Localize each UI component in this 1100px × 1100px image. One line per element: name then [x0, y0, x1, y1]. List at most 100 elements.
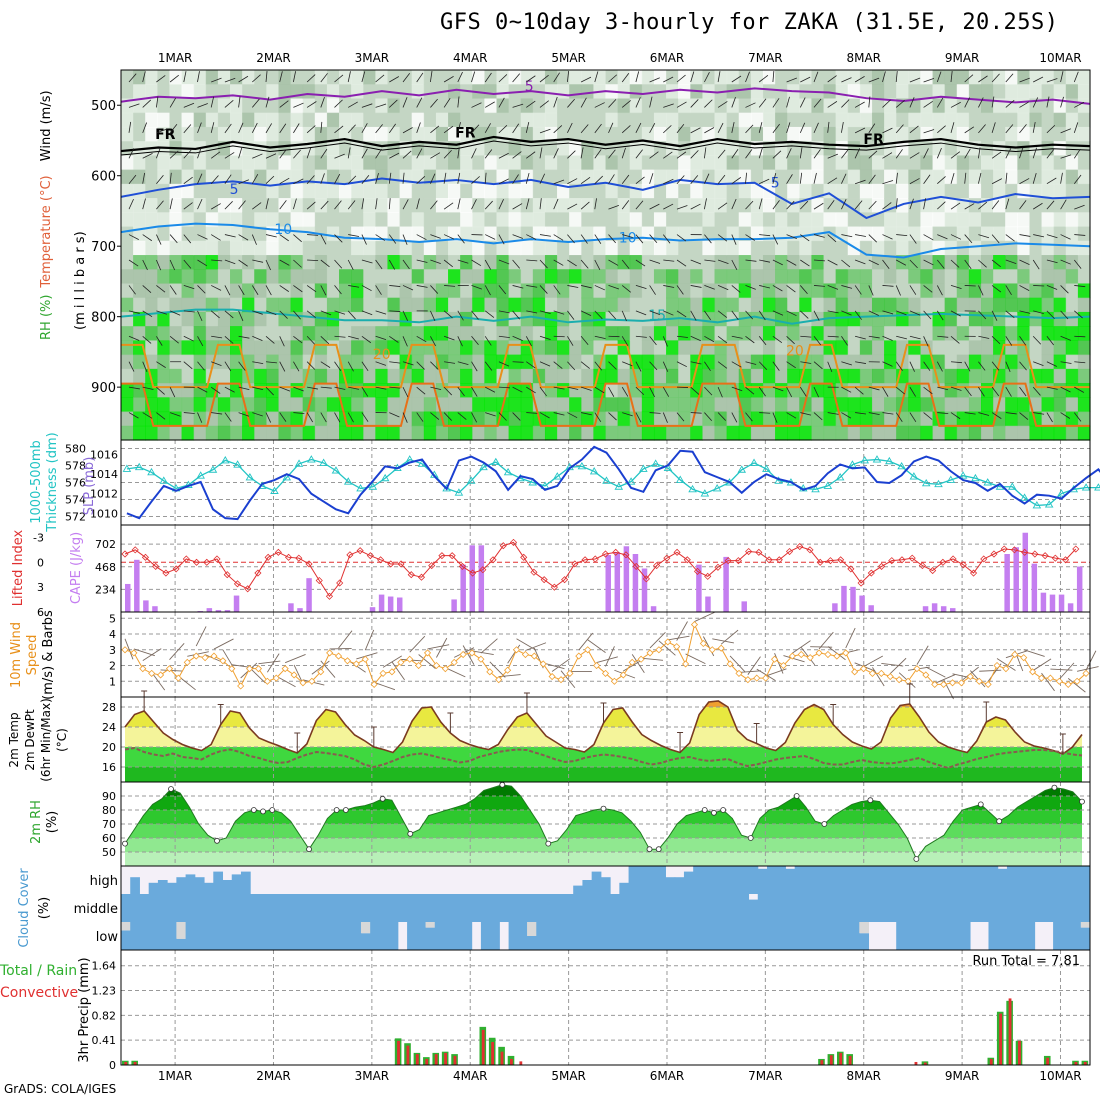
- rh-cell: [448, 112, 461, 128]
- rh-cell: [641, 70, 655, 85]
- wind-barb: [211, 77, 222, 83]
- rh-cell: [557, 283, 570, 299]
- rh-cell: [520, 269, 534, 285]
- rh-cell: [993, 212, 1006, 228]
- rh-cell: [787, 126, 800, 142]
- rh-cell: [205, 255, 219, 270]
- rh-cell: [121, 126, 134, 142]
- rh-cell: [944, 311, 958, 327]
- wind-barb: [704, 361, 711, 372]
- wind-barb: [1060, 412, 1071, 419]
- rh-cell: [133, 155, 146, 171]
- rh-cell: [544, 212, 558, 228]
- wind-barb: [142, 648, 162, 662]
- rh-cell: [326, 425, 340, 441]
- rh-cell: [678, 368, 691, 384]
- rh-cell: [460, 297, 473, 313]
- rh-cell: [714, 183, 728, 199]
- rh-cell: [666, 397, 679, 413]
- wind-speed-point: [601, 669, 610, 677]
- cloud-low-cell: [121, 930, 131, 950]
- rh-cell: [993, 326, 1006, 341]
- wind-barb: [978, 335, 990, 339]
- cloud-low-cell: [794, 922, 805, 950]
- wind-speed-point: [352, 660, 360, 668]
- rh-cell: [775, 169, 788, 185]
- wind-speed-point: [575, 652, 583, 660]
- wind-speed-point: [833, 652, 841, 660]
- wind-barb: [1060, 285, 1069, 294]
- wind-barb: [224, 152, 235, 159]
- rh-cell: [484, 397, 498, 413]
- rh-cell: [351, 183, 364, 199]
- thickness-point: [663, 463, 673, 471]
- rh-cell: [993, 126, 1006, 142]
- wind-barb: [827, 101, 838, 108]
- y-tick-label: 1.64: [92, 960, 117, 973]
- rh-cell: [557, 340, 570, 356]
- wind-speed-point: [361, 655, 369, 663]
- cloud-high-cell: [748, 866, 759, 894]
- rh-cell: [133, 269, 146, 285]
- rh-cell: [278, 141, 292, 156]
- rh-cell: [254, 326, 267, 341]
- rh-cell: [968, 98, 982, 114]
- rh-cell: [750, 183, 764, 199]
- rh-cell: [193, 112, 207, 128]
- x-tick-label-top: 8MAR: [846, 51, 881, 65]
- rh-cell: [532, 240, 546, 256]
- rh-cell: [762, 269, 776, 285]
- rh-cell: [920, 112, 934, 128]
- wind-barb: [375, 259, 383, 270]
- rh-cell: [157, 340, 171, 356]
- rh-cell: [859, 226, 873, 242]
- cloud-middle-cell: [951, 894, 962, 922]
- wind-barb: [854, 386, 864, 395]
- lifted-index-point: [693, 567, 702, 575]
- cloud-low-cell: [554, 922, 565, 950]
- rh-cell: [290, 354, 304, 370]
- wind-ylabel-wrap: (m/s) & Barbs: [41, 610, 56, 700]
- cloud-middle-cell: [545, 894, 556, 922]
- rh-cell: [423, 70, 437, 85]
- wind-barb: [772, 150, 782, 159]
- rh-cell: [157, 240, 171, 256]
- rh-cell: [145, 155, 158, 171]
- rh-cell: [896, 169, 909, 185]
- cape-bar: [288, 603, 294, 612]
- wind-barb: [1019, 310, 1031, 314]
- wind-barb: [662, 336, 668, 347]
- precip-convective-bar: [1074, 1061, 1078, 1065]
- rh-cell: [532, 198, 546, 213]
- wind-barb: [872, 667, 885, 687]
- upper-air-ylabel-inner: (m i l l i b a r s): [73, 231, 88, 330]
- wind-barb: [813, 310, 820, 321]
- cloud-middle-cell: [739, 894, 750, 922]
- rh-cell: [581, 297, 594, 313]
- rh-cell: [993, 311, 1006, 327]
- rh-cell: [242, 311, 255, 327]
- wind-barb: [676, 234, 687, 242]
- cloud-low-cell: [490, 922, 500, 950]
- precip-convective-bar: [1083, 1061, 1087, 1065]
- wind-barb: [284, 654, 306, 664]
- cloud-low-cell: [647, 922, 657, 950]
- cloud-high-cell: [997, 868, 1008, 894]
- rh-cell: [811, 383, 825, 398]
- rh-cell: [738, 226, 752, 242]
- rh-cell: [472, 198, 485, 213]
- wind-barb: [238, 259, 248, 267]
- rh-cell: [823, 84, 837, 100]
- rh-cell: [908, 397, 922, 413]
- rh-cell: [266, 283, 280, 299]
- rh-cell: [617, 269, 631, 285]
- wind-barb: [567, 412, 578, 419]
- cloud-low-cell: [259, 922, 270, 950]
- rh-cell: [1041, 397, 1055, 413]
- rh-cell: [884, 326, 897, 341]
- rh-cell: [121, 354, 134, 370]
- rh-cell: [896, 269, 909, 285]
- wind-barb: [676, 175, 685, 184]
- wind-barb: [197, 412, 203, 423]
- rh-cell: [629, 326, 643, 341]
